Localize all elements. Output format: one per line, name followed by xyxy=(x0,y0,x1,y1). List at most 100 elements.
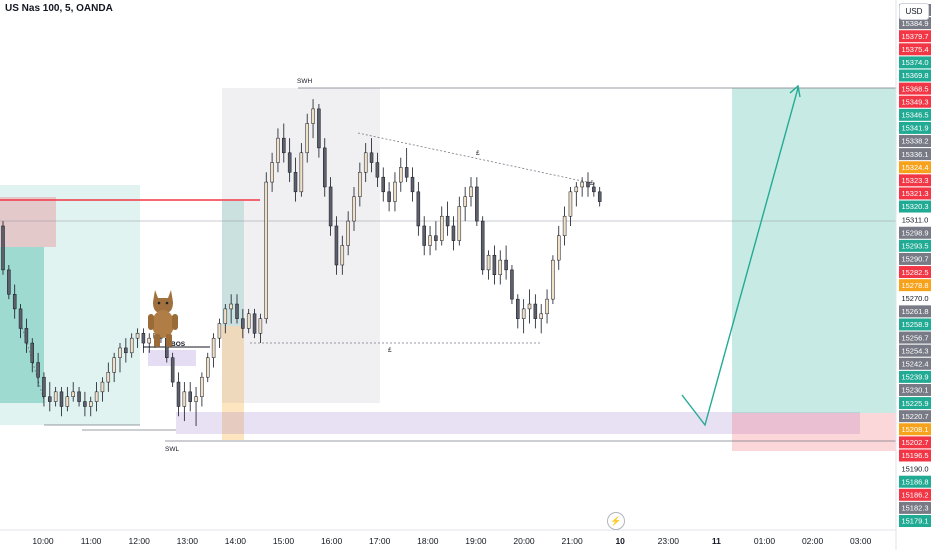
candle xyxy=(504,245,508,280)
price-label: 15261.8 xyxy=(899,305,931,318)
candle xyxy=(77,386,81,407)
svg-text:15346.5: 15346.5 xyxy=(901,111,928,120)
svg-text:15261.8: 15261.8 xyxy=(901,307,928,316)
candle xyxy=(12,284,17,319)
price-label: 15349.3 xyxy=(899,95,931,108)
candle xyxy=(129,333,134,358)
time-tick-label: 15:00 xyxy=(273,536,295,546)
time-tick-label: 02:00 xyxy=(802,536,824,546)
zones-layer xyxy=(0,88,896,451)
svg-text:15202.7: 15202.7 xyxy=(901,438,928,447)
candle xyxy=(445,201,450,236)
candle xyxy=(141,328,146,353)
candle xyxy=(53,386,58,407)
candle xyxy=(170,352,175,387)
candle xyxy=(387,182,391,212)
price-label: 15290.7 xyxy=(899,252,931,265)
pound-label-right: £ xyxy=(590,180,594,187)
annotations-layer: BOS SWH SWL £ £ £ xyxy=(165,78,594,453)
candle xyxy=(188,382,192,412)
candle xyxy=(258,313,263,344)
candle xyxy=(287,138,292,183)
candle xyxy=(282,123,286,163)
svg-text:15374.0: 15374.0 xyxy=(901,58,928,67)
candle xyxy=(527,289,532,324)
candle xyxy=(562,206,567,246)
time-tick-label: 11 xyxy=(712,536,721,546)
svg-text:15311.0: 15311.0 xyxy=(902,215,929,224)
candle xyxy=(516,294,520,329)
price-label: 15278.8 xyxy=(899,279,931,292)
price-label: 15368.5 xyxy=(899,82,931,95)
cat-sticker-image xyxy=(148,290,178,347)
candle xyxy=(451,216,456,251)
candle xyxy=(521,299,526,334)
candle xyxy=(235,294,239,324)
candle xyxy=(252,308,257,339)
candle xyxy=(434,221,438,251)
time-tick-label: 01:00 xyxy=(754,536,776,546)
candle xyxy=(276,128,280,173)
time-tick-label: 12:00 xyxy=(129,536,151,546)
candle xyxy=(340,235,345,275)
candle xyxy=(557,225,561,270)
candle xyxy=(24,318,29,353)
candle xyxy=(469,177,473,207)
candle xyxy=(311,99,315,139)
green-vertical-zone xyxy=(222,201,244,326)
time-tick-label: 21:00 xyxy=(561,536,583,546)
svg-text:15323.3: 15323.3 xyxy=(901,176,928,185)
candle xyxy=(264,172,268,324)
candle xyxy=(317,104,321,158)
price-label: 15220.7 xyxy=(899,410,931,423)
price-label: 15190.0 xyxy=(901,464,928,473)
time-tick-label: 19:00 xyxy=(465,536,487,546)
candle xyxy=(270,152,274,192)
time-tick-label: 11:00 xyxy=(81,536,102,546)
candle xyxy=(36,352,40,387)
price-label: 15242.4 xyxy=(899,357,931,370)
candle xyxy=(480,216,485,275)
price-label: 15186.2 xyxy=(899,488,931,501)
price-label: 15225.9 xyxy=(899,397,931,410)
svg-text:15225.9: 15225.9 xyxy=(901,399,928,408)
candle xyxy=(422,216,426,256)
price-label: 15179.1 xyxy=(899,515,931,527)
candle xyxy=(363,143,368,183)
svg-text:15320.3: 15320.3 xyxy=(901,202,928,211)
chart-title: US Nas 100, 5, OANDA xyxy=(5,3,113,14)
candle xyxy=(539,304,543,334)
candle xyxy=(106,362,111,392)
svg-text:15324.4: 15324.4 xyxy=(901,163,928,172)
candle xyxy=(176,372,181,417)
svg-text:15321.3: 15321.3 xyxy=(901,189,928,198)
candle xyxy=(369,138,374,173)
pound-label-lower: £ xyxy=(388,347,392,354)
candle xyxy=(83,391,87,417)
svg-text:15186.8: 15186.8 xyxy=(901,477,928,486)
candle xyxy=(48,382,52,412)
svg-text:15186.2: 15186.2 xyxy=(901,490,928,499)
time-tick-label: 20:00 xyxy=(513,536,535,546)
candle xyxy=(124,338,128,363)
svg-text:15242.4: 15242.4 xyxy=(901,359,928,368)
replay-icon[interactable]: ⚡ xyxy=(607,512,625,530)
svg-text:15336.1: 15336.1 xyxy=(901,150,928,159)
svg-text:15338.2: 15338.2 xyxy=(901,137,928,146)
time-tick-label: 03:00 xyxy=(850,536,872,546)
right-stop-zone xyxy=(732,413,896,451)
svg-text:15182.3: 15182.3 xyxy=(901,504,928,513)
price-label: 15270.0 xyxy=(901,294,928,303)
svg-text:15256.7: 15256.7 xyxy=(901,333,928,342)
price-label: 15254.3 xyxy=(899,344,931,357)
svg-text:15190.0: 15190.0 xyxy=(901,464,928,473)
currency-button[interactable]: USD xyxy=(899,3,929,20)
time-tick-label: 10:00 xyxy=(32,536,54,546)
candle xyxy=(568,186,573,226)
time-tick-label: 13:00 xyxy=(177,536,199,546)
candle xyxy=(404,147,409,183)
price-label: 15186.8 xyxy=(899,475,931,488)
price-label: 15324.4 xyxy=(899,161,931,174)
grey-range-zone xyxy=(222,88,380,403)
